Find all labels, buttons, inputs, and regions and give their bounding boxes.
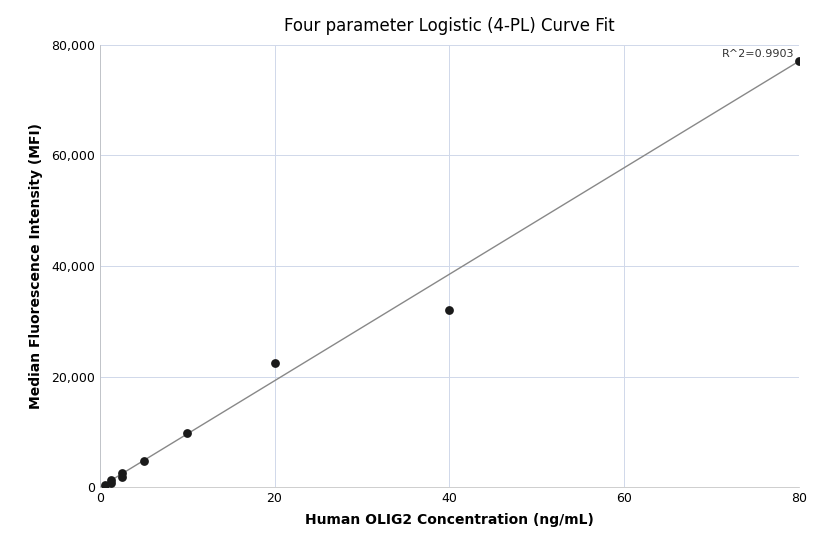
Point bbox=[115, 473, 128, 482]
Title: Four parameter Logistic (4-PL) Curve Fit: Four parameter Logistic (4-PL) Curve Fit bbox=[284, 17, 615, 35]
Point bbox=[136, 456, 151, 465]
Point bbox=[104, 475, 117, 484]
X-axis label: Human OLIG2 Concentration (ng/mL): Human OLIG2 Concentration (ng/mL) bbox=[305, 514, 594, 528]
Point bbox=[268, 358, 281, 367]
Point bbox=[443, 306, 456, 315]
Point bbox=[104, 478, 117, 487]
Point bbox=[99, 480, 112, 489]
Y-axis label: Median Fluorescence Intensity (MFI): Median Fluorescence Intensity (MFI) bbox=[28, 123, 42, 409]
Text: R^2=0.9903: R^2=0.9903 bbox=[722, 49, 795, 59]
Point bbox=[115, 469, 128, 478]
Point bbox=[792, 57, 805, 66]
Point bbox=[181, 428, 194, 437]
